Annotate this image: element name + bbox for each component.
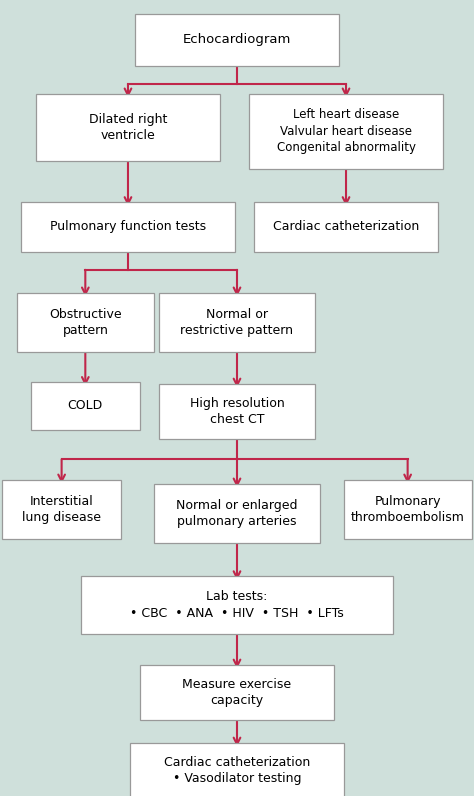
Text: Interstitial
lung disease: Interstitial lung disease bbox=[22, 494, 101, 525]
FancyBboxPatch shape bbox=[140, 665, 334, 720]
FancyBboxPatch shape bbox=[36, 94, 220, 161]
FancyBboxPatch shape bbox=[344, 479, 472, 540]
Text: Cardiac catheterization: Cardiac catheterization bbox=[273, 220, 419, 233]
Text: Dilated right
ventricle: Dilated right ventricle bbox=[89, 112, 167, 142]
Text: Left heart disease
Valvular heart disease
Congenital abnormality: Left heart disease Valvular heart diseas… bbox=[276, 108, 416, 154]
Text: Lab tests:
• CBC  • ANA  • HIV  • TSH  • LFTs: Lab tests: • CBC • ANA • HIV • TSH • LFT… bbox=[130, 590, 344, 620]
FancyBboxPatch shape bbox=[17, 293, 154, 352]
FancyBboxPatch shape bbox=[154, 483, 320, 543]
Text: Normal or enlarged
pulmonary arteries: Normal or enlarged pulmonary arteries bbox=[176, 498, 298, 529]
Text: Measure exercise
capacity: Measure exercise capacity bbox=[182, 677, 292, 708]
FancyBboxPatch shape bbox=[135, 14, 339, 65]
FancyBboxPatch shape bbox=[159, 384, 315, 439]
FancyBboxPatch shape bbox=[159, 293, 315, 352]
Text: Cardiac catheterization
• Vasodilator testing: Cardiac catheterization • Vasodilator te… bbox=[164, 755, 310, 786]
Text: Normal or
restrictive pattern: Normal or restrictive pattern bbox=[181, 307, 293, 338]
FancyBboxPatch shape bbox=[2, 479, 121, 540]
FancyBboxPatch shape bbox=[81, 576, 393, 634]
FancyBboxPatch shape bbox=[249, 94, 443, 169]
Text: High resolution
chest CT: High resolution chest CT bbox=[190, 396, 284, 427]
Text: Pulmonary
thromboembolism: Pulmonary thromboembolism bbox=[351, 494, 465, 525]
Text: Pulmonary function tests: Pulmonary function tests bbox=[50, 220, 206, 233]
FancyBboxPatch shape bbox=[21, 202, 235, 252]
Text: COLD: COLD bbox=[68, 400, 103, 412]
Text: Echocardiogram: Echocardiogram bbox=[183, 33, 291, 46]
Text: Obstructive
pattern: Obstructive pattern bbox=[49, 307, 122, 338]
FancyBboxPatch shape bbox=[254, 202, 438, 252]
FancyBboxPatch shape bbox=[31, 382, 140, 430]
FancyBboxPatch shape bbox=[130, 743, 344, 796]
